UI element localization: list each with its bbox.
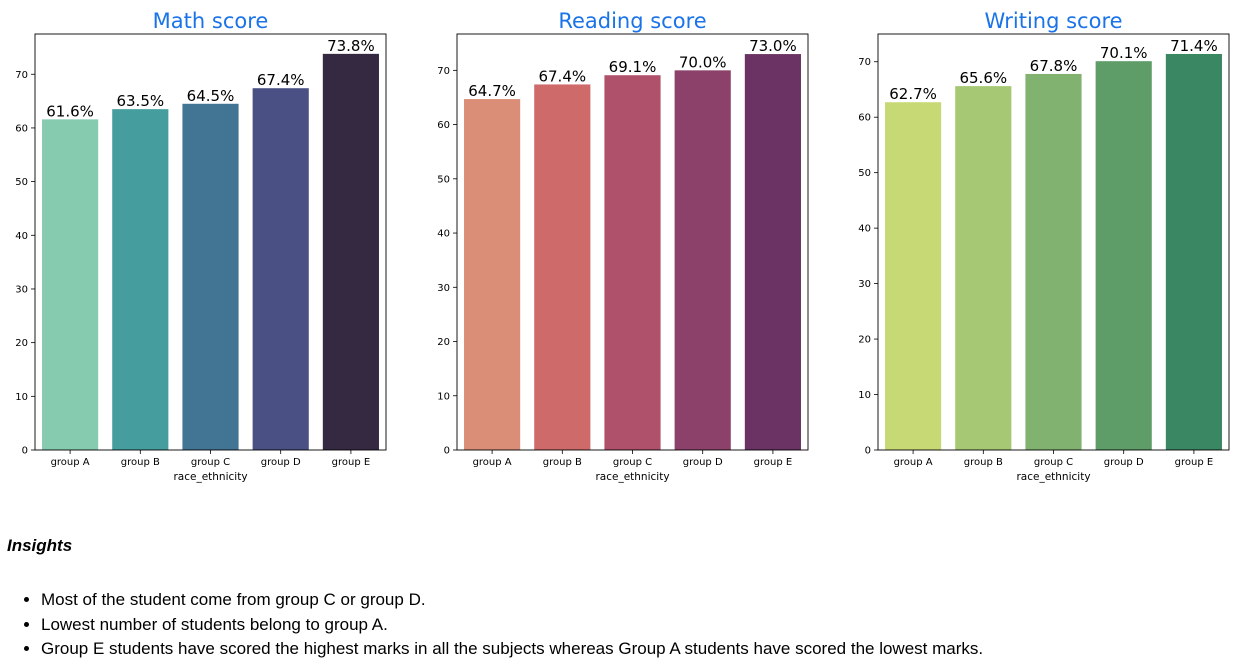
- bar: [604, 75, 661, 450]
- y-tick-label: 0: [444, 446, 450, 457]
- y-tick-label: 60: [437, 120, 450, 131]
- y-tick-label: 60: [15, 123, 28, 134]
- y-tick-label: 0: [22, 446, 28, 457]
- bar-value-label: 63.5%: [116, 92, 164, 110]
- bar-value-label: 64.7%: [468, 82, 516, 100]
- bar-value-label: 70.1%: [1100, 44, 1148, 62]
- insight-item: Most of the student come from group C or…: [41, 588, 1241, 613]
- insights-section: Insights Most of the student come from g…: [7, 536, 983, 658]
- x-tick-label: group D: [261, 457, 301, 468]
- x-tick-label: group E: [754, 457, 793, 468]
- y-tick-label: 50: [15, 177, 28, 188]
- x-tick-label: group E: [1175, 457, 1214, 468]
- x-tick-label: group E: [332, 457, 371, 468]
- x-tick-label: group D: [1104, 457, 1144, 468]
- chart-title: Writing score: [984, 9, 1122, 33]
- y-tick-label: 60: [858, 113, 871, 124]
- chart-title: Reading score: [558, 9, 706, 33]
- x-tick-label: group C: [613, 457, 652, 468]
- axes-frame: [877, 33, 1230, 451]
- x-tick-label: group A: [894, 457, 933, 468]
- insights-list: Most of the student come from group C or…: [7, 588, 1241, 662]
- x-tick-label: group B: [964, 457, 1003, 468]
- bar-value-label: 67.4%: [257, 71, 305, 89]
- charts-figure: Math score 0 10 20 30 40 50 60 70 61.6% group A 63.…: [15, 9, 1230, 483]
- bar-value-label: 64.5%: [187, 87, 235, 105]
- bar: [42, 119, 99, 450]
- bar: [885, 102, 942, 450]
- axes-frame: [456, 33, 809, 451]
- x-axis-label: race_ethnicity: [1016, 471, 1090, 483]
- bar-value-label: 70.0%: [679, 53, 727, 71]
- bar: [955, 86, 1012, 450]
- x-tick-label: group C: [191, 457, 230, 468]
- bar: [322, 53, 379, 450]
- x-tick-label: group A: [473, 457, 512, 468]
- y-tick-label: 40: [437, 229, 450, 240]
- bar-value-label: 62.7%: [889, 85, 937, 103]
- x-tick-label: group B: [543, 457, 582, 468]
- insight-item: Lowest number of students belong to grou…: [41, 613, 1241, 638]
- y-tick-label: 10: [437, 391, 450, 402]
- y-tick-label: 50: [437, 174, 450, 185]
- y-tick-label: 40: [15, 231, 28, 242]
- y-tick-label: 30: [858, 279, 871, 290]
- bar-value-label: 69.1%: [609, 58, 657, 76]
- bar: [112, 109, 169, 451]
- bar-value-label: 67.4%: [538, 67, 586, 85]
- x-tick-label: group A: [51, 457, 90, 468]
- chart-panel: Math score 0 10 20 30 40 50 60 70 61.6% group A 63.…: [15, 9, 387, 483]
- y-tick-label: 50: [858, 168, 871, 179]
- insight-item: Group E students have scored the highest…: [41, 637, 1241, 662]
- chart-panel: Writing score 0 10 20 30 40 50 60 70 62.7% group A…: [858, 9, 1230, 483]
- bar: [1095, 61, 1152, 451]
- bar: [674, 70, 731, 450]
- y-tick-label: 10: [15, 392, 28, 403]
- bar: [182, 103, 239, 451]
- bar: [464, 99, 521, 450]
- bar-value-label: 61.6%: [46, 102, 94, 120]
- insights-heading: Insights: [7, 536, 73, 555]
- x-tick-label: group B: [121, 457, 160, 468]
- y-tick-label: 20: [15, 338, 28, 349]
- y-tick-label: 70: [15, 70, 28, 81]
- y-tick-label: 20: [437, 337, 450, 348]
- bar-value-label: 73.8%: [327, 37, 375, 55]
- chart-title: Math score: [153, 9, 269, 33]
- x-tick-label: group D: [683, 457, 723, 468]
- y-tick-label: 70: [858, 57, 871, 68]
- bar-value-label: 73.0%: [749, 37, 797, 55]
- axes-frame: [34, 33, 387, 451]
- y-tick-label: 0: [865, 446, 871, 457]
- chart-panel: Reading score 0 10 20 30 40 50 60 70 64.7% group A…: [437, 9, 809, 483]
- y-tick-label: 10: [858, 390, 871, 401]
- y-tick-label: 40: [858, 224, 871, 235]
- x-tick-label: group C: [1034, 457, 1073, 468]
- x-axis-label: race_ethnicity: [595, 471, 669, 483]
- x-axis-label: race_ethnicity: [173, 471, 247, 483]
- y-tick-label: 30: [437, 283, 450, 294]
- bar-value-label: 71.4%: [1170, 37, 1218, 55]
- bar: [1025, 73, 1082, 450]
- bar-value-label: 65.6%: [959, 69, 1007, 87]
- bar-value-label: 67.8%: [1030, 57, 1078, 75]
- bar: [1165, 53, 1222, 451]
- bar: [252, 88, 309, 450]
- y-tick-label: 20: [858, 335, 871, 346]
- bar: [534, 84, 591, 451]
- y-tick-label: 70: [437, 66, 450, 77]
- bar: [744, 54, 801, 450]
- y-tick-label: 30: [15, 284, 28, 295]
